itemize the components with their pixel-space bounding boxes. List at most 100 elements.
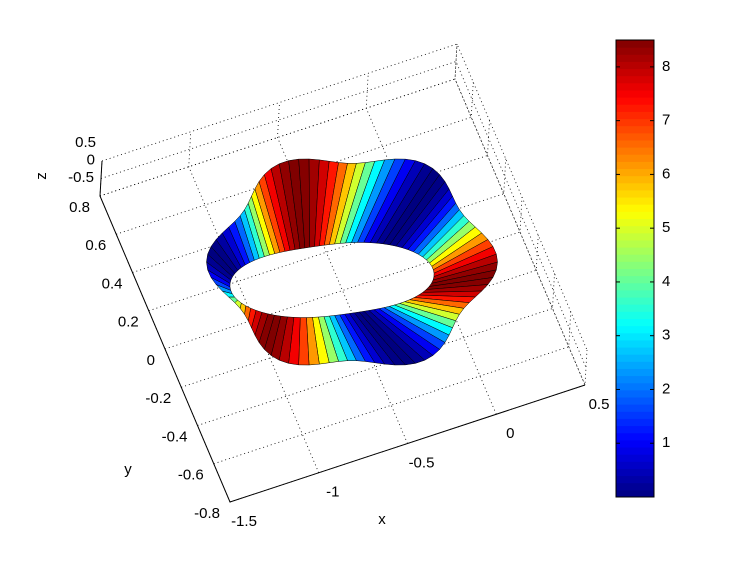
z-tick-label: -0.5 [68,169,94,186]
grid-line [454,43,586,386]
colorbar-swatch [616,275,654,284]
colorbar-swatch [616,189,654,198]
colorbar-swatch [616,225,654,234]
colorbar-swatch [616,325,654,334]
colorbar-swatch [616,139,654,148]
x-tick-label: -1 [326,484,339,501]
colorbar-swatch [616,175,654,184]
colorbar-tick-label: 4 [662,273,670,290]
colorbar-swatch [616,204,654,212]
colorbar-swatch [616,239,654,248]
colorbar-frame [615,39,655,498]
colorbar-swatch [616,361,654,369]
grid-line [148,158,507,312]
colorbar-swatch [616,97,654,105]
grid-line [188,131,320,473]
y-tick-label: -0.6 [178,467,204,484]
colorbar-swatch [616,404,654,412]
colorbar-swatch [616,418,654,427]
y-axis-label: y [124,461,132,478]
colorbar-swatch [616,382,654,391]
surface [206,158,498,366]
colorbar-swatch [616,368,654,377]
z-tick-label: 0 [87,151,95,168]
colorbar-swatch [616,118,654,127]
colorbar-swatch [616,468,654,477]
colorbar-swatch [616,347,654,355]
grid-line [116,82,474,235]
colorbar-swatch [616,375,654,384]
grid-line [99,78,586,386]
x-axis-label: x [378,511,386,528]
colorbar-swatch [616,254,654,262]
colorbar-swatch [616,40,654,48]
colorbar-tick-label: 1 [662,434,670,451]
colorbar-tick-label: 2 [662,380,670,397]
y-tick-label: 0.8 [69,199,90,216]
grid-line [213,311,572,465]
colorbar-tick-label: 6 [662,165,670,182]
colorbar-swatch [616,432,654,441]
colorbar-swatch [616,454,654,462]
colorbar-swatch [616,154,654,162]
x-tick-label: -0.5 [409,454,435,471]
colorbar-tick-label: 8 [662,58,670,75]
colorbar-swatch [616,289,654,298]
colorbar-swatch [616,54,654,62]
colorbar-swatch [616,168,654,177]
colorbar-swatch [616,461,654,469]
z-tick-label: 0.5 [75,134,96,151]
colorbar-swatch [616,47,654,55]
surface-patch [432,253,498,281]
colorbar-swatch [616,132,654,141]
colorbar-swatch [616,482,654,491]
colorbar-tick-label: 5 [662,219,670,236]
colorbar-swatch [616,282,654,291]
colorbar-swatch [616,332,654,341]
colorbar-swatch [616,111,654,120]
colorbar-swatch [616,82,654,91]
colorbar-swatch [616,311,654,319]
colorbar-swatch [616,197,654,205]
z-axis-label: z [33,172,50,180]
colorbar-swatch [616,125,654,134]
colorbar-swatch [616,89,654,98]
colorbar-swatch [616,339,654,348]
colorbar-swatch [616,389,654,398]
colorbar-tick-label: 3 [662,327,670,344]
y-tick-label: 0.2 [118,314,139,331]
colorbar-swatch [616,297,654,305]
colorbar-swatch [616,268,654,277]
colorbar-swatch [616,447,654,455]
y-tick-label: -0.8 [194,505,220,522]
x-tick-label: 0 [506,425,514,442]
colorbar-swatch [616,104,654,112]
x-tick-label: -1.5 [231,513,257,530]
colorbar-swatch [616,304,654,312]
colorbar-swatch [616,247,654,255]
colorbar-swatch [616,411,654,419]
grid-line [197,273,555,426]
colorbar-swatch [616,211,654,220]
colorbar-swatch [616,147,654,155]
grid-line [277,102,408,444]
colorbar-swatch [616,68,654,77]
colorbar-swatch [616,61,654,70]
y-tick-label: 0 [147,352,155,369]
colorbar-swatch [616,261,654,269]
colorbar-tick-label: 7 [662,112,670,129]
colorbar-swatch [616,354,654,362]
colorbar-swatch [616,397,654,405]
grid-line [101,43,588,351]
colorbar-swatch [616,318,654,327]
x-tick-label: 0.5 [589,396,610,413]
y-tick-label: -0.2 [145,390,171,407]
grid-line [164,196,523,350]
colorbar-swatch [616,425,654,434]
colorbar-swatch [616,439,654,448]
colorbar-swatch [616,232,654,241]
colorbar-swatch [616,489,654,498]
grid-line [100,61,587,368]
colorbar-swatch [616,182,654,191]
y-tick-label: -0.4 [162,428,188,445]
